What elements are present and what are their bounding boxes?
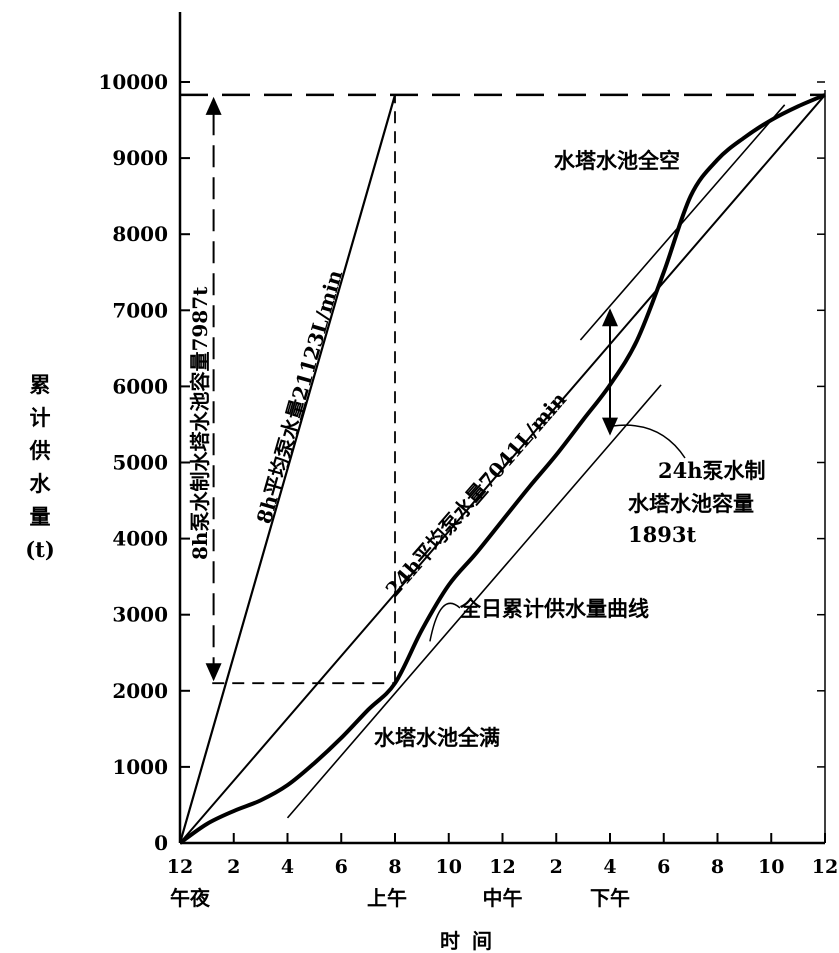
annotation-pump-24h: 24h平均泵水量7041L/min xyxy=(381,387,572,601)
annotation-curve-label: 全日累计供水量曲线 xyxy=(459,596,649,621)
upper-tangent-line xyxy=(579,104,786,341)
y-tick-label: 1000 xyxy=(112,755,168,779)
x-tick-label: 10 xyxy=(758,856,784,878)
pump-8h-line xyxy=(178,94,397,844)
x-tick-label: 8 xyxy=(711,856,724,878)
leader-line-capacity xyxy=(612,424,686,459)
x-tick-label: 12 xyxy=(489,856,515,878)
y-tick-label: 2000 xyxy=(112,679,168,703)
y-tick-label: 6000 xyxy=(112,374,168,398)
x-axis-title: 时间 xyxy=(440,929,504,953)
x-tick-label: 2 xyxy=(227,856,240,878)
x-tick-label: 4 xyxy=(281,856,294,878)
x-tick-label: 12 xyxy=(812,856,838,878)
y-tick-label: 10000 xyxy=(98,70,168,94)
annotation-capacity-24h-line2: 水塔水池容量 xyxy=(628,491,754,516)
annotation-tank-empty: 水塔水池全空 xyxy=(554,148,680,173)
y-axis-title-char: 供 xyxy=(29,438,51,463)
x-tick-label: 2 xyxy=(550,856,563,878)
y-axis-title-char: 量 xyxy=(30,504,51,529)
x-period-label: 上午 xyxy=(367,886,407,910)
y-tick-label: 8000 xyxy=(112,222,168,246)
y-tick-label: 9000 xyxy=(112,146,168,170)
x-tick-label: 10 xyxy=(436,856,462,878)
y-axis-title-char: (t) xyxy=(25,537,55,562)
pump-24h-line xyxy=(179,94,826,844)
x-period-label: 午夜 xyxy=(170,886,211,910)
x-period-label: 下午 xyxy=(590,886,630,910)
cumulative-curve xyxy=(178,93,826,845)
x-tick-label: 4 xyxy=(603,856,616,878)
y-axis-title-char: 计 xyxy=(30,405,51,430)
x-tick-label: 8 xyxy=(388,856,401,878)
y-tick-label: 5000 xyxy=(112,451,168,475)
y-axis-title-char: 水 xyxy=(30,471,52,496)
x-tick-label: 12 xyxy=(167,856,193,878)
annotation-pump-8h: 8h平均泵水量21123L/min xyxy=(252,267,348,527)
x-tick-label: 6 xyxy=(657,856,670,878)
y-tick-label: 4000 xyxy=(112,527,168,551)
x-tick-label: 6 xyxy=(335,856,348,878)
leader-line-curve xyxy=(429,602,461,642)
annotation-capacity-8h: 8h泵水制水塔水池容量7987t xyxy=(188,286,212,560)
annotation-capacity-24h-line3: 1893t xyxy=(628,522,696,547)
y-tick-label: 3000 xyxy=(112,603,168,627)
y-tick-label: 7000 xyxy=(112,298,168,322)
lower-tangent-line xyxy=(286,384,662,819)
y-tick-label: 0 xyxy=(154,831,168,855)
x-period-label: 中午 xyxy=(483,886,523,910)
annotation-capacity-24h-line1: 24h泵水制 xyxy=(658,458,766,483)
y-axis-title-char: 累 xyxy=(30,372,51,397)
annotation-tank-full: 水塔水池全满 xyxy=(374,725,500,750)
